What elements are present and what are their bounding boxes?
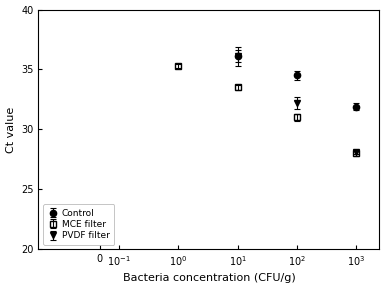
X-axis label: Bacteria concentration (CFU/g): Bacteria concentration (CFU/g) — [122, 273, 295, 284]
Y-axis label: Ct value: Ct value — [5, 106, 15, 153]
Legend: Control, MCE filter, PVDF filter: Control, MCE filter, PVDF filter — [43, 204, 114, 245]
